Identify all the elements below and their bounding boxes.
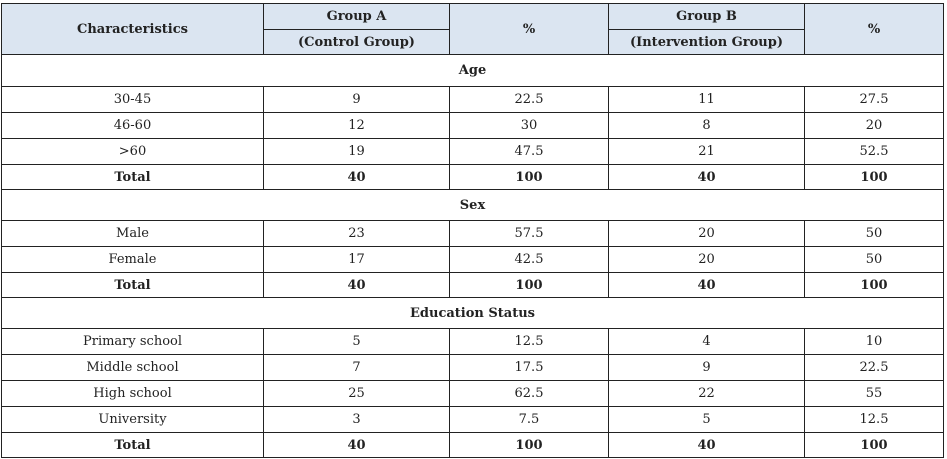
total-group-b-pct: 100 [804, 164, 944, 190]
total-row: Total 40 100 40 100 [1, 432, 944, 458]
row-label: Primary school [1, 328, 264, 355]
total-row-label: Total [1, 432, 264, 458]
row-label: 30-45 [1, 86, 264, 113]
header-group-b-sub: (Intervention Group) [608, 29, 805, 55]
row-label: Middle school [1, 354, 264, 381]
table-row: Female 17 42.5 20 50 [1, 246, 944, 273]
row-label: University [1, 406, 264, 433]
table-row: High school 25 62.5 22 55 [1, 380, 944, 407]
table-row: 30-45 9 22.5 11 27.5 [1, 86, 944, 113]
group-a-count: 9 [263, 86, 450, 113]
total-group-a-count: 40 [263, 432, 450, 458]
total-group-b-count: 40 [608, 272, 805, 298]
row-label: High school [1, 380, 264, 407]
group-b-count: 4 [608, 328, 805, 355]
table-row: Middle school 7 17.5 9 22.5 [1, 354, 944, 381]
group-b-pct: 22.5 [804, 354, 944, 381]
group-a-pct: 7.5 [449, 406, 609, 433]
section-header-row: Education Status [1, 297, 944, 329]
table-row: Primary school 5 12.5 4 10 [1, 328, 944, 355]
table-row: University 3 7.5 5 12.5 [1, 406, 944, 433]
group-b-count: 22 [608, 380, 805, 407]
table-row: Male 23 57.5 20 50 [1, 220, 944, 247]
table-row: >60 19 47.5 21 52.5 [1, 138, 944, 165]
total-group-b-count: 40 [608, 164, 805, 190]
row-label: >60 [1, 138, 264, 165]
group-b-count: 8 [608, 112, 805, 139]
row-label: Female [1, 246, 264, 273]
header-group-a: Group A [263, 3, 450, 30]
group-b-count: 11 [608, 86, 805, 113]
section-title: Age [1, 54, 944, 87]
header-pct-b: % [804, 3, 944, 55]
group-a-count: 19 [263, 138, 450, 165]
total-row-label: Total [1, 164, 264, 190]
total-row: Total 40 100 40 100 [1, 272, 944, 298]
group-b-pct: 50 [804, 220, 944, 247]
total-row: Total 40 100 40 100 [1, 164, 944, 190]
section-header-row: Sex [1, 189, 944, 221]
group-a-pct: 62.5 [449, 380, 609, 407]
group-b-pct: 27.5 [804, 86, 944, 113]
total-group-b-pct: 100 [804, 432, 944, 458]
group-b-pct: 52.5 [804, 138, 944, 165]
group-a-pct: 47.5 [449, 138, 609, 165]
group-a-pct: 12.5 [449, 328, 609, 355]
group-b-count: 21 [608, 138, 805, 165]
total-row-label: Total [1, 272, 264, 298]
total-group-a-count: 40 [263, 272, 450, 298]
group-a-count: 25 [263, 380, 450, 407]
total-group-a-pct: 100 [449, 432, 609, 458]
group-b-count: 5 [608, 406, 805, 433]
header-group-a-sub: (Control Group) [263, 29, 450, 55]
section-title: Education Status [1, 297, 944, 329]
group-a-pct: 22.5 [449, 86, 609, 113]
total-group-a-pct: 100 [449, 164, 609, 190]
group-b-count: 20 [608, 246, 805, 273]
group-b-pct: 50 [804, 246, 944, 273]
group-b-pct: 55 [804, 380, 944, 407]
group-b-pct: 12.5 [804, 406, 944, 433]
total-group-a-count: 40 [263, 164, 450, 190]
group-b-pct: 10 [804, 328, 944, 355]
total-group-b-pct: 100 [804, 272, 944, 298]
group-a-count: 23 [263, 220, 450, 247]
demographics-table: Characteristics Group A % Group B % (Con… [1, 3, 944, 458]
group-b-count: 20 [608, 220, 805, 247]
group-a-count: 3 [263, 406, 450, 433]
group-b-count: 9 [608, 354, 805, 381]
row-label: Male [1, 220, 264, 247]
group-b-pct: 20 [804, 112, 944, 139]
section-header-row: Age [1, 54, 944, 87]
header-group-b: Group B [608, 3, 805, 30]
total-group-b-count: 40 [608, 432, 805, 458]
group-a-pct: 17.5 [449, 354, 609, 381]
section-title: Sex [1, 189, 944, 221]
header-pct-a: % [449, 3, 609, 55]
row-label: 46-60 [1, 112, 264, 139]
group-a-count: 17 [263, 246, 450, 273]
group-a-count: 12 [263, 112, 450, 139]
table-body: Age 30-45 9 22.5 11 27.5 46-60 12 30 8 20 >60 19 47.5… [1, 54, 944, 458]
total-group-a-pct: 100 [449, 272, 609, 298]
group-a-pct: 42.5 [449, 246, 609, 273]
table-row: 46-60 12 30 8 20 [1, 112, 944, 139]
header-characteristics: Characteristics [1, 3, 264, 55]
group-a-pct: 30 [449, 112, 609, 139]
group-a-count: 7 [263, 354, 450, 381]
group-a-pct: 57.5 [449, 220, 609, 247]
group-a-count: 5 [263, 328, 450, 355]
